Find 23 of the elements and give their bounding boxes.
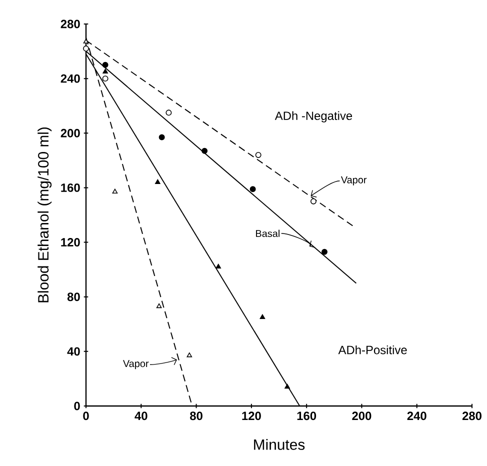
x-axis-title: Minutes: [254, 438, 305, 450]
annotation: Basal: [256, 230, 280, 238]
y-axis-title: Blood Ethanol (mg/100 ml): [38, 128, 52, 302]
y-tick-label: 240: [60, 74, 80, 83]
y-tick-label: 280: [60, 20, 80, 28]
y-tick-label: 160: [61, 183, 80, 192]
x-tick-label: 120: [242, 412, 261, 420]
y-tick-label: 0: [74, 402, 80, 410]
x-tick-label: 0: [83, 412, 89, 420]
annotation: Vapor: [340, 176, 367, 186]
x-tick-label: 240: [407, 412, 426, 420]
annotation: Vapor: [122, 360, 149, 370]
x-tick-label: 80: [190, 412, 202, 420]
x-tick-label: 40: [134, 412, 148, 420]
annotation: ADh -Negative: [274, 111, 352, 122]
y-tick-label: 40: [67, 347, 80, 356]
y-tick-label: 120: [61, 238, 80, 247]
y-tick-label: 80: [67, 292, 80, 302]
annotation: ADh-Positive: [338, 345, 407, 354]
x-tick-label: 200: [352, 412, 372, 420]
x-tick-label: 160: [297, 412, 316, 420]
y-tick-label: 200: [60, 128, 80, 138]
x-tick-label: 280: [462, 412, 482, 420]
